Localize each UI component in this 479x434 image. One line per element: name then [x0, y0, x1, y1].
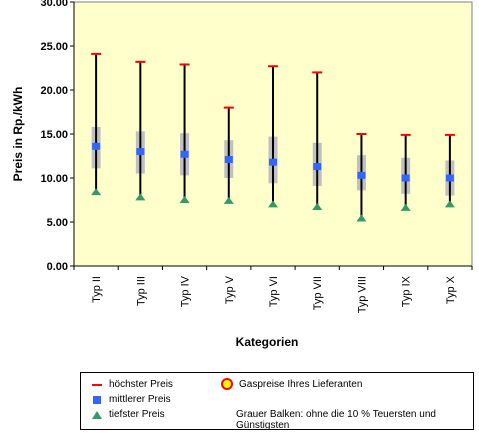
min-marker [444, 200, 455, 208]
min-marker [400, 203, 411, 211]
mean-marker [313, 163, 322, 171]
legend-max-swatch [89, 380, 105, 390]
min-marker [179, 196, 190, 203]
legend-item-max: höchster Preis [89, 379, 173, 390]
chart-svg: 0.00 5.00 10.00 15.00 20.00 25.00 30.00 Typ II T… [11, 0, 473, 349]
x-tick-label: Typ IV [180, 275, 192, 307]
legend-mean-label: mittlerer Preis [109, 394, 171, 405]
legend-note: Grauer Balken: ohne die 10 % Teuersten u… [236, 409, 436, 431]
mean-marker [401, 174, 410, 182]
mean-marker [180, 150, 189, 158]
legend-gas-swatch [221, 378, 233, 390]
legend-item-mean: mittlerer Preis [89, 394, 171, 405]
min-marker [91, 188, 102, 196]
mean-marker [445, 174, 454, 182]
y-tick-label: 0.00 [47, 261, 68, 273]
x-tick-label: Typ V [224, 275, 236, 304]
legend-item-min: tiefster Preis [89, 409, 165, 420]
x-tick-label: Typ II [91, 276, 103, 303]
y-tick-label: 25.00 [40, 41, 68, 53]
y-axis-title: Preis in Rp./kWh [11, 87, 25, 182]
min-marker [135, 193, 146, 201]
min-marker [223, 196, 234, 204]
legend-min-swatch [89, 410, 105, 420]
x-tick-label: Typ X [445, 275, 457, 304]
mean-marker [136, 148, 145, 156]
min-marker [312, 203, 323, 211]
y-tick-label: 15.00 [40, 129, 68, 141]
mean-marker [357, 171, 366, 179]
legend-max-label: höchster Preis [109, 379, 173, 390]
x-tick-label: Typ VIII [356, 276, 368, 313]
min-marker [268, 200, 278, 208]
y-tick-label: 20.00 [40, 85, 68, 97]
y-tick-label: 10.00 [40, 173, 68, 185]
mean-marker [92, 142, 101, 150]
x-axis-title: Kategorien [236, 335, 299, 349]
legend-min-label: tiefster Preis [109, 409, 165, 420]
x-tick-label: Typ IX [401, 275, 413, 307]
x-tick-label: Typ III [135, 276, 147, 306]
mean-marker [269, 158, 277, 166]
legend-gas-label: Gaspreise Ihres Lieferanten [239, 378, 363, 390]
y-tick-label: 30.00 [40, 0, 68, 9]
axes: 0.00 5.00 10.00 15.00 20.00 25.00 30.00 Typ II T… [40, 0, 473, 313]
legend-item-gas: Gaspreise Ihres Lieferanten [221, 378, 362, 390]
x-tick-label: Typ VII [312, 276, 324, 310]
x-tick-label: Typ VI [268, 276, 280, 307]
legend-mean-swatch [89, 395, 105, 405]
legend: höchster Preis mittlerer Preis tiefster … [80, 372, 474, 431]
min-marker [356, 214, 367, 222]
mean-marker [224, 156, 233, 164]
y-tick-label: 5.00 [47, 217, 68, 229]
chart-marks [91, 52, 455, 222]
